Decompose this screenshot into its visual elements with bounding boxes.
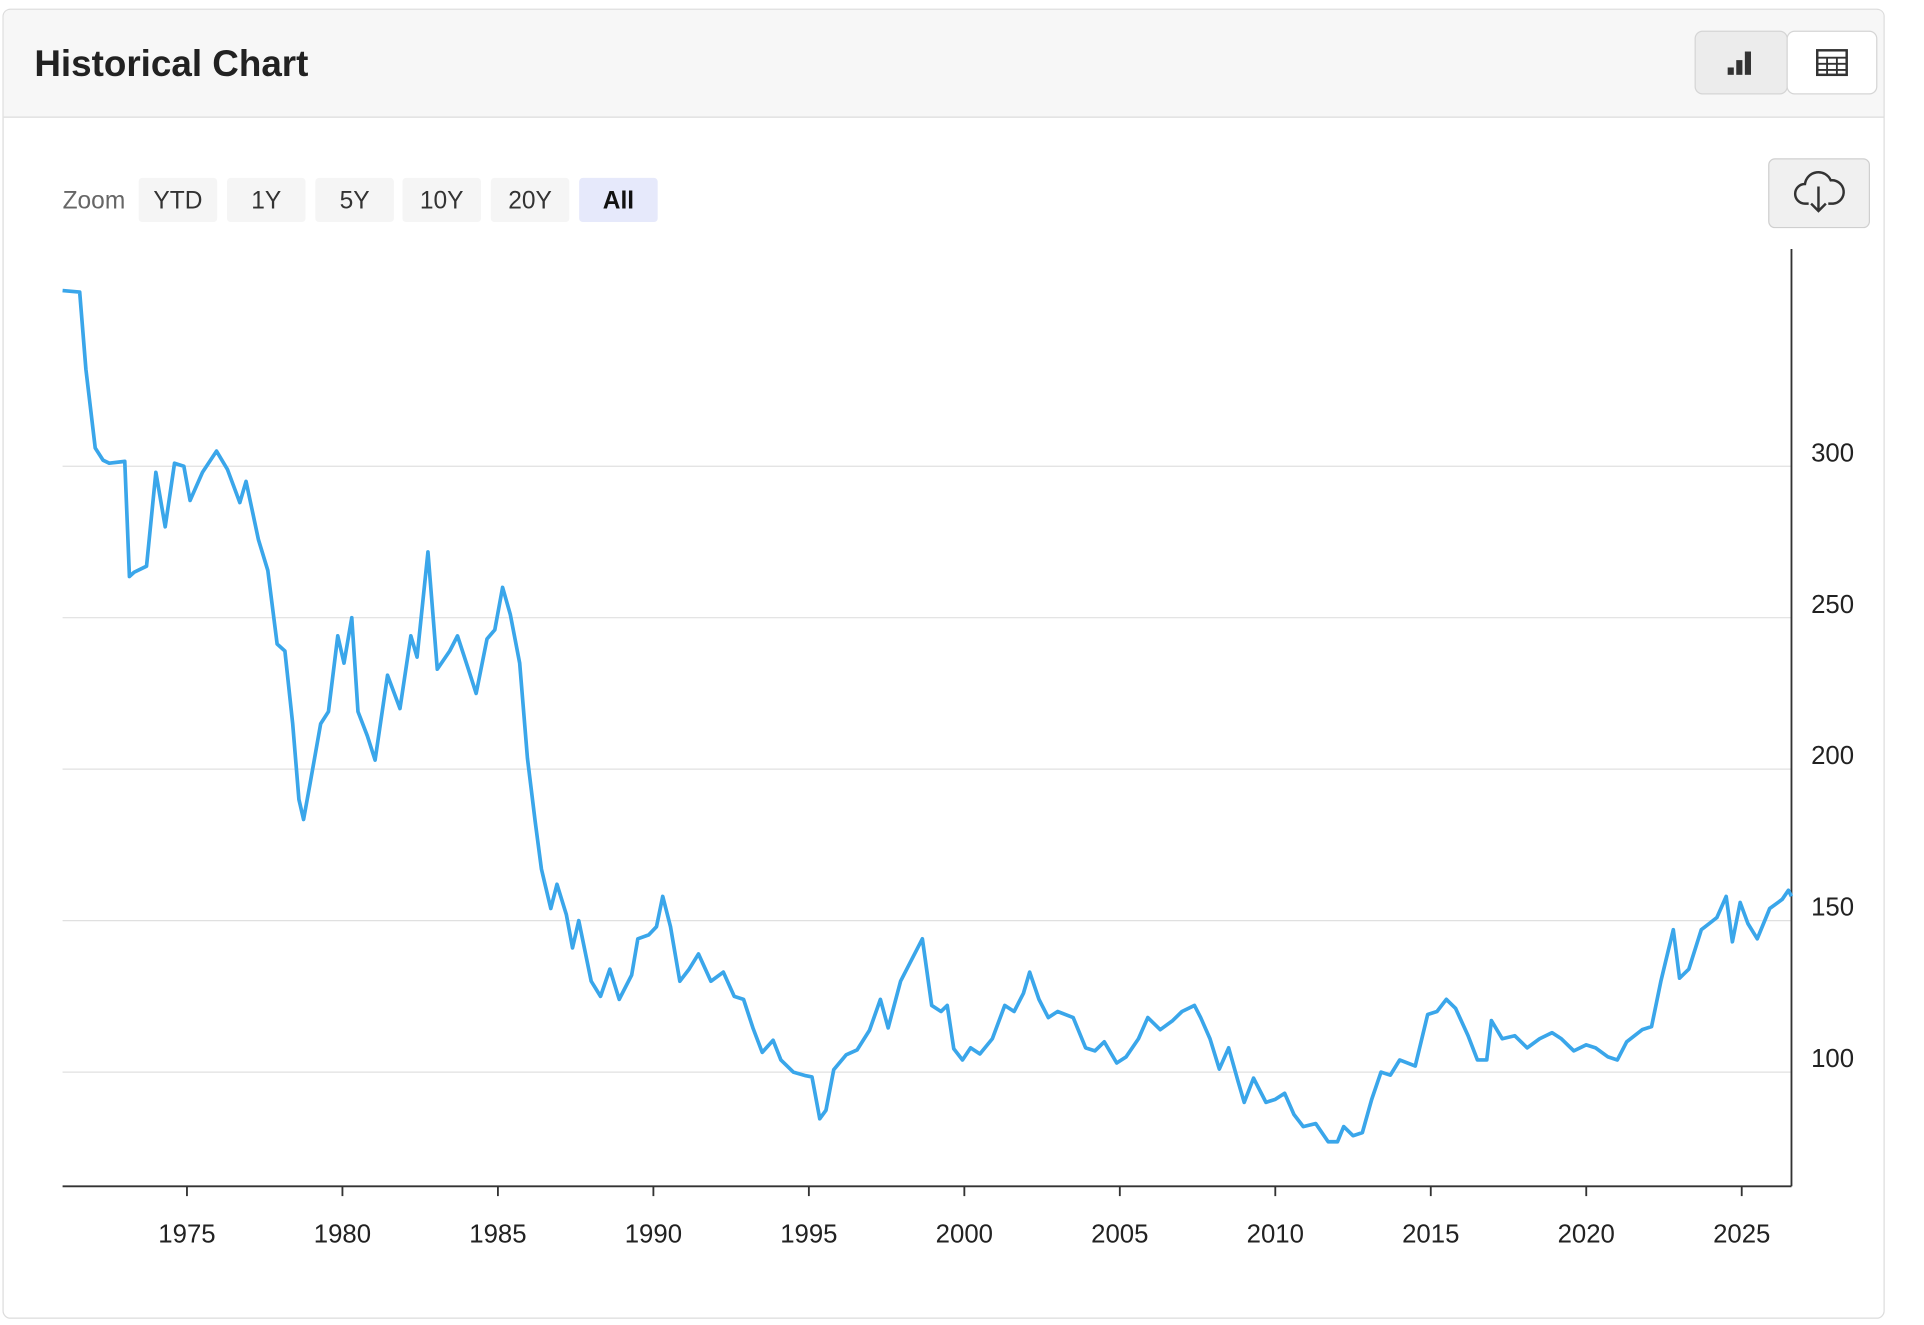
zoom-button[interactable]: 10Y: [402, 177, 481, 223]
icon: [1817, 56, 1847, 75]
download-button[interactable]: [1768, 158, 1871, 229]
price-line: [62, 288, 1794, 1144]
icon: [1736, 60, 1743, 75]
button-bg: [1786, 30, 1878, 95]
button-bg: [490, 177, 570, 223]
x-tick-label: 1990: [625, 1221, 682, 1249]
x-tick-label: 2000: [936, 1221, 993, 1249]
x-tick-label: 2015: [1402, 1221, 1459, 1249]
x-tick-label: 2010: [1247, 1221, 1304, 1249]
x-tick-label: 2020: [1558, 1221, 1615, 1249]
y-tick-label: 150: [1811, 894, 1854, 922]
plot: 100 150 200 250 300 1975 1980 1985 1990 1995 2000 2…: [62, 249, 1854, 1249]
button-label: 5Y: [340, 188, 370, 215]
x-tick-label: 1980: [314, 1221, 371, 1249]
icon: [1744, 51, 1751, 75]
zoom-button[interactable]: 5Y: [315, 177, 394, 223]
button-bg: [315, 177, 394, 223]
x-tick-label: 1985: [469, 1221, 526, 1249]
table-view-button[interactable]: [1786, 30, 1878, 95]
y-tick-label: 200: [1811, 742, 1854, 770]
chart-view-button[interactable]: [1694, 30, 1788, 95]
icon: [1727, 67, 1734, 75]
x-tick-label: 1975: [158, 1221, 215, 1249]
zoom-buttons: YTD 1Y 5Y 10Y 20Y All: [138, 177, 658, 223]
icon: [1816, 49, 1848, 77]
y-tick-label: 100: [1811, 1045, 1854, 1073]
x-tick-label: 2025: [1713, 1221, 1770, 1249]
zoom-label: Zoom: [63, 188, 126, 215]
zoom-button[interactable]: 1Y: [227, 177, 306, 223]
button-label: 20Y: [508, 188, 552, 215]
icon: [1810, 186, 1827, 213]
button-label: YTD: [153, 188, 202, 215]
x-tick-label: 2005: [1091, 1221, 1148, 1249]
header-title: Historical Chart: [34, 43, 308, 84]
button-label: All: [603, 188, 634, 215]
button-label: 10Y: [420, 188, 464, 215]
x-tick-label: 1995: [780, 1221, 837, 1249]
button-bg: [138, 177, 218, 223]
y-tick-label: 250: [1811, 591, 1854, 619]
zoom-button[interactable]: YTD: [138, 177, 218, 223]
button-bg: [227, 177, 306, 223]
header-band: [3, 9, 1884, 117]
y-tick-label: 300: [1811, 439, 1854, 467]
icon: [1793, 171, 1845, 205]
button-bg: [402, 177, 481, 223]
card-frame: [2, 8, 1885, 1319]
zoom-button[interactable]: All: [579, 177, 658, 223]
zoom-button[interactable]: 20Y: [490, 177, 570, 223]
button-bg: [579, 177, 658, 223]
button-label: 1Y: [251, 188, 281, 215]
